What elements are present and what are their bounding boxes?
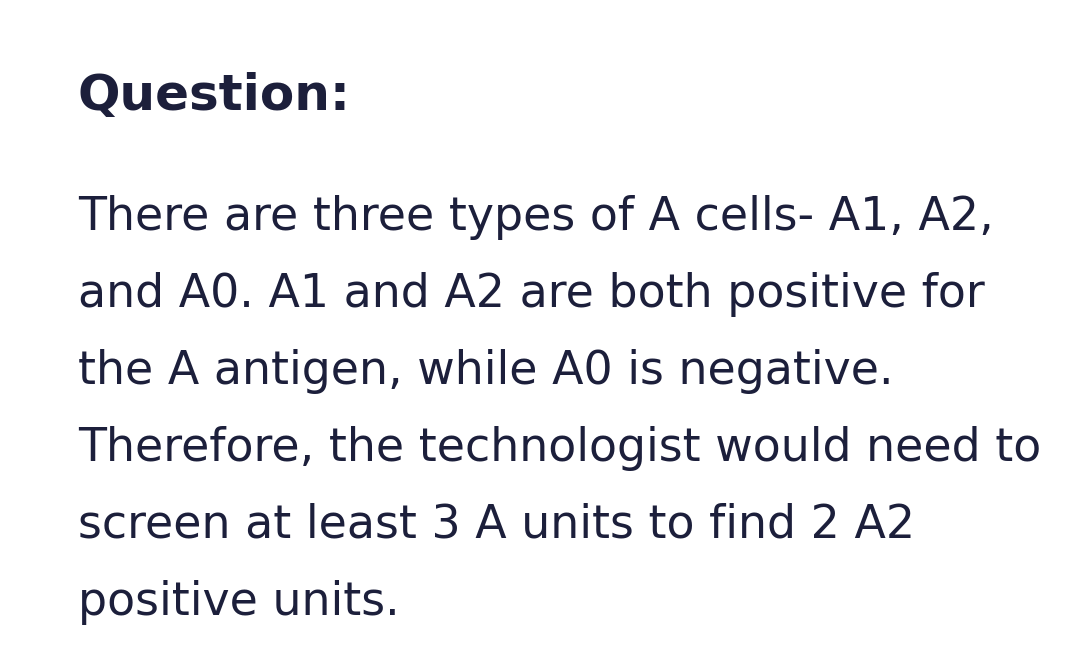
Text: positive units.: positive units. [78,580,400,625]
Text: Therefore, the technologist would need to: Therefore, the technologist would need t… [78,426,1041,471]
Text: and A0. A1 and A2 are both positive for: and A0. A1 and A2 are both positive for [78,272,985,317]
Text: There are three types of A cells- A1, A2,: There are three types of A cells- A1, A2… [78,195,994,240]
Text: Question:: Question: [78,72,351,120]
Text: screen at least 3 A units to find 2 A2: screen at least 3 A units to find 2 A2 [78,503,915,548]
Text: the A antigen, while A0 is negative.: the A antigen, while A0 is negative. [78,349,893,394]
